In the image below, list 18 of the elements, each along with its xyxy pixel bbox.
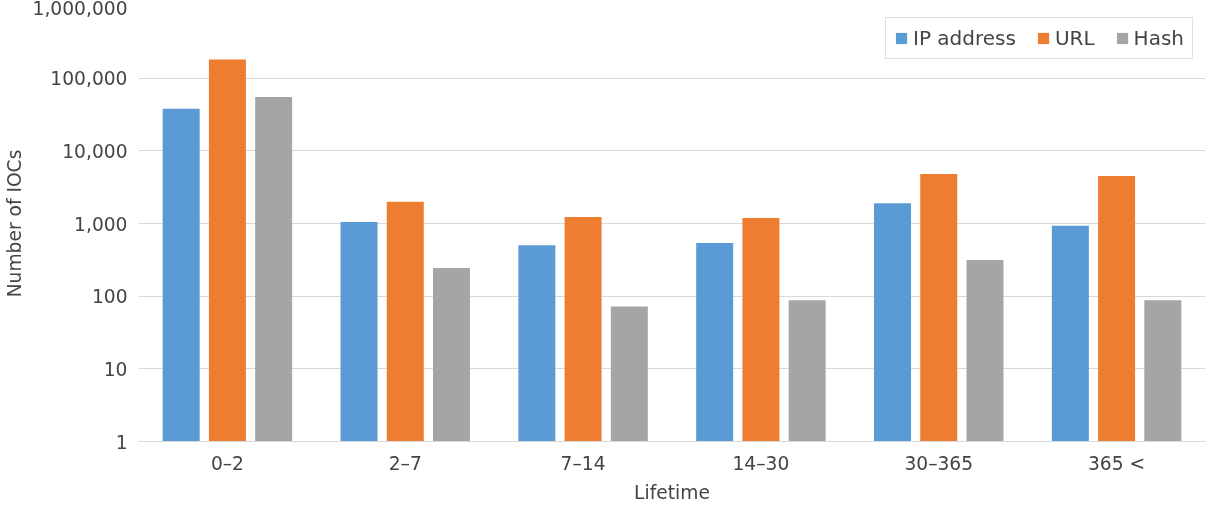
y-axis-title: Number of IOCs xyxy=(3,149,25,298)
x-tick-label: 0–2 xyxy=(210,452,244,474)
y-tick-label: 1 xyxy=(115,431,128,453)
x-tick-label: 365 < xyxy=(1088,452,1146,474)
x-axis-title: Lifetime xyxy=(634,481,710,503)
y-tick-label: 1,000,000 xyxy=(32,0,128,19)
x-tick-label: 7–14 xyxy=(560,452,606,474)
y-tick-label: 100,000 xyxy=(50,68,128,90)
y-tick-label: 1,000 xyxy=(74,213,128,235)
legend-label: URL xyxy=(1054,26,1095,50)
x-tick-label: 30–365 xyxy=(904,452,974,474)
x-tick-label: 14–30 xyxy=(732,452,790,474)
legend-label: Hash xyxy=(1133,26,1184,50)
y-tick-label: 100 xyxy=(91,286,128,308)
legend-label: IP address xyxy=(913,26,1016,50)
y-tick-label: 10,000 xyxy=(62,140,128,162)
x-tick-label: 2–7 xyxy=(388,452,422,474)
y-tick-label: 10 xyxy=(103,358,128,380)
